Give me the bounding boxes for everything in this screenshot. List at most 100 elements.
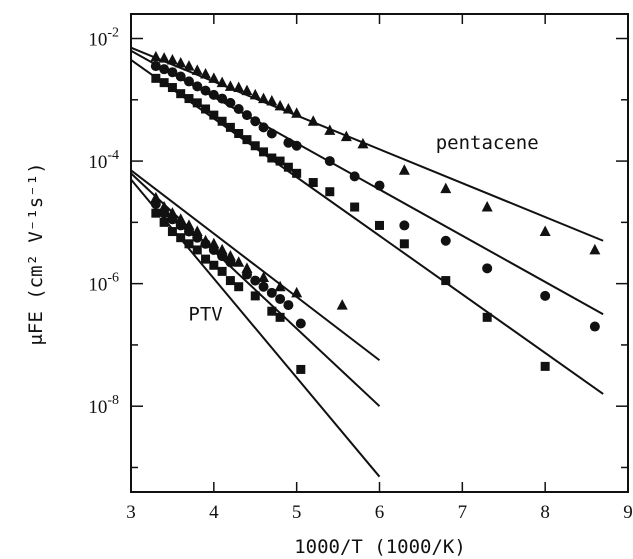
circle-marker bbox=[295, 318, 306, 329]
square-marker bbox=[159, 78, 169, 88]
circle-marker bbox=[167, 67, 178, 78]
triangle-marker bbox=[291, 286, 303, 298]
circle-marker bbox=[200, 238, 211, 249]
square-marker bbox=[225, 276, 235, 286]
circle-marker bbox=[183, 76, 194, 87]
triangle-marker bbox=[183, 60, 195, 71]
square-marker bbox=[184, 239, 194, 249]
square-marker bbox=[184, 94, 194, 104]
circle-marker bbox=[291, 140, 302, 151]
circle-marker bbox=[217, 251, 228, 262]
triangle-marker bbox=[274, 99, 286, 111]
triangle-marker bbox=[191, 64, 203, 75]
square-marker bbox=[209, 110, 219, 120]
square-marker bbox=[250, 141, 260, 151]
square-marker bbox=[225, 122, 235, 132]
circle-marker bbox=[241, 269, 252, 280]
circle-marker bbox=[225, 257, 236, 268]
square-marker bbox=[283, 162, 293, 172]
data-markers bbox=[150, 50, 601, 374]
triangle-marker bbox=[440, 182, 452, 194]
circle-marker bbox=[150, 198, 161, 209]
triangle-marker bbox=[233, 256, 245, 267]
circle-marker bbox=[258, 281, 269, 292]
circle-marker bbox=[225, 97, 236, 108]
x-axis-ticks: 3 4 5 6 7 8 9 bbox=[126, 14, 633, 523]
square-marker bbox=[275, 156, 285, 166]
circle-marker bbox=[374, 180, 385, 191]
circle-marker bbox=[159, 64, 170, 75]
square-marker bbox=[540, 361, 550, 371]
square-marker bbox=[275, 312, 285, 322]
circle-marker bbox=[283, 300, 294, 311]
triangle-marker bbox=[249, 88, 261, 100]
circle-marker bbox=[275, 293, 286, 304]
circle-marker bbox=[250, 116, 261, 127]
triangle-marker bbox=[241, 262, 253, 273]
fit-line bbox=[130, 169, 381, 362]
triangle-marker bbox=[258, 92, 270, 104]
triangle-marker bbox=[398, 164, 410, 175]
triangle-marker bbox=[266, 95, 278, 106]
triangle-marker bbox=[208, 237, 220, 249]
square-marker bbox=[375, 220, 384, 230]
circle-marker bbox=[589, 321, 600, 332]
square-marker bbox=[259, 147, 269, 157]
square-marker bbox=[201, 104, 211, 114]
square-marker bbox=[176, 89, 186, 99]
triangle-marker bbox=[291, 107, 303, 118]
circle-marker bbox=[150, 61, 161, 72]
circle-marker bbox=[283, 137, 294, 148]
y-axis-title: μFE (cm² V⁻¹s⁻¹) bbox=[25, 162, 47, 345]
triangle-marker bbox=[258, 271, 270, 283]
triangle-marker bbox=[158, 52, 170, 63]
y-tick-label: 10-2 bbox=[88, 26, 119, 51]
circle-marker bbox=[183, 226, 194, 237]
triangle-marker bbox=[481, 201, 493, 212]
circle-marker bbox=[440, 235, 451, 246]
circle-marker bbox=[266, 287, 277, 298]
square-marker bbox=[217, 266, 227, 276]
circle-marker bbox=[159, 208, 170, 219]
triangle-marker bbox=[166, 53, 178, 65]
annotation-ptv: PTV bbox=[188, 303, 222, 325]
square-marker bbox=[250, 291, 260, 301]
circle-marker bbox=[175, 220, 186, 231]
circle-marker bbox=[175, 71, 186, 82]
x-tick-label: 9 bbox=[623, 502, 633, 523]
circle-marker bbox=[399, 220, 410, 231]
triangle-marker bbox=[224, 250, 236, 261]
triangle-marker bbox=[216, 76, 228, 88]
annotation-pentacene: pentacene bbox=[436, 132, 539, 154]
triangle-marker bbox=[216, 243, 228, 255]
square-marker bbox=[192, 245, 202, 255]
triangle-marker bbox=[539, 225, 551, 237]
square-marker bbox=[209, 260, 219, 270]
triangle-marker bbox=[340, 130, 352, 142]
y-tick-label: 10-6 bbox=[88, 271, 119, 296]
circle-marker bbox=[482, 263, 493, 274]
circle-marker bbox=[324, 156, 335, 167]
square-marker bbox=[292, 168, 302, 178]
triangle-marker bbox=[336, 299, 348, 310]
triangle-marker bbox=[150, 50, 162, 62]
fit-line bbox=[130, 46, 604, 242]
triangle-marker bbox=[589, 243, 601, 255]
circle-marker bbox=[208, 89, 219, 100]
square-marker bbox=[217, 116, 227, 126]
circle-marker bbox=[250, 275, 261, 286]
circle-marker bbox=[192, 81, 203, 92]
square-marker bbox=[151, 73, 161, 83]
square-marker bbox=[176, 233, 186, 243]
square-marker bbox=[167, 83, 177, 93]
y-tick-label: 10-8 bbox=[88, 393, 119, 418]
triangle-marker bbox=[324, 124, 336, 135]
triangle-marker bbox=[166, 207, 178, 218]
square-marker bbox=[159, 217, 169, 227]
circle-marker bbox=[540, 290, 551, 301]
triangle-marker bbox=[357, 137, 369, 149]
triangle-marker bbox=[241, 84, 253, 96]
square-marker bbox=[201, 254, 211, 264]
triangle-marker bbox=[307, 115, 319, 126]
square-marker bbox=[167, 227, 177, 237]
